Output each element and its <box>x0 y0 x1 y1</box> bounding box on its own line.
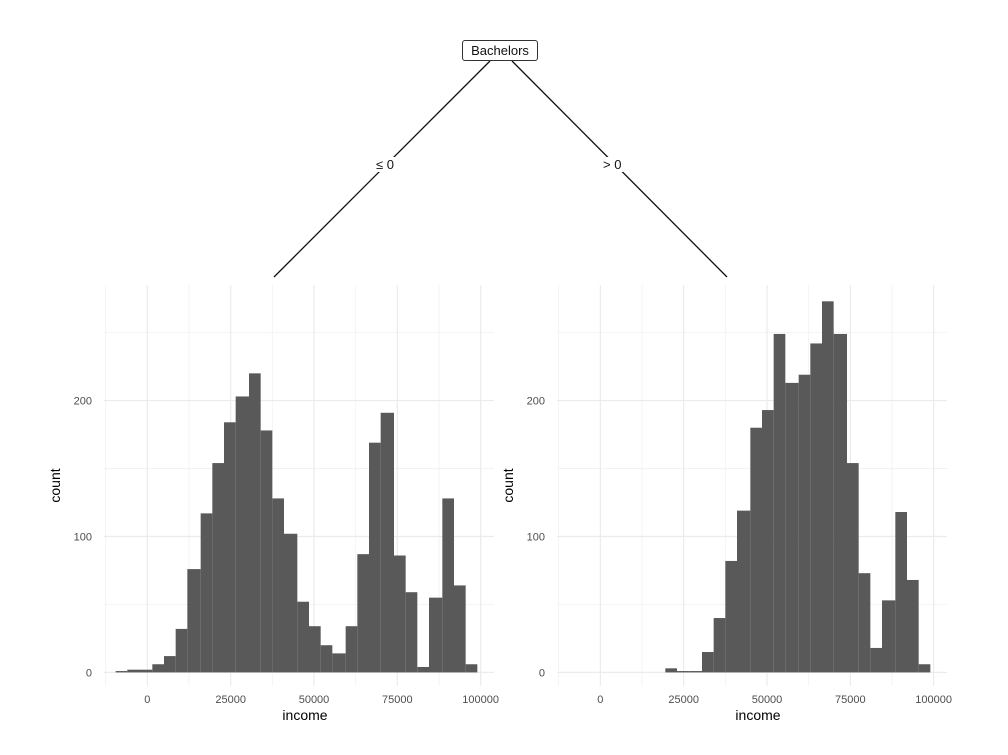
histogram-bar <box>260 430 273 673</box>
histogram-bar <box>200 513 213 673</box>
tree-edge-label-left: ≤ 0 <box>374 157 396 172</box>
x-axis-title: income <box>282 707 327 723</box>
histogram-bar <box>725 560 737 673</box>
x-tick-label: 50000 <box>752 694 783 706</box>
histogram-bar <box>345 626 358 673</box>
histogram-bar <box>688 671 702 673</box>
histogram-bar <box>235 396 249 673</box>
histogram-bar <box>417 666 429 673</box>
x-tick-label: 50000 <box>299 694 330 706</box>
histogram-bar <box>858 573 871 673</box>
histogram-bar <box>332 653 346 673</box>
x-tick-label: 0 <box>144 694 150 706</box>
histogram-bar <box>833 333 847 673</box>
histogram-bar <box>139 669 153 673</box>
histogram-bar <box>798 374 811 673</box>
x-tick-label: 75000 <box>382 694 413 706</box>
histogram-bar <box>907 579 919 673</box>
histogram-bar <box>272 498 284 673</box>
histogram-bar <box>309 626 321 673</box>
histogram-bar <box>895 512 907 673</box>
histogram-bar <box>702 652 714 673</box>
histogram-bar <box>187 569 201 673</box>
histogram-bar <box>870 647 882 673</box>
histogram-bar <box>405 592 418 673</box>
histogram-bar <box>677 671 689 673</box>
y-tick-label: 200 <box>527 396 545 408</box>
histogram-panel-left: 0 25000 50000 75000 100000 0 100 200 income count <box>47 285 499 723</box>
histogram-bar <box>224 422 236 673</box>
histogram-bar <box>442 498 454 673</box>
histogram-bar <box>249 373 261 673</box>
histogram-bar <box>810 343 822 673</box>
y-tick-label: 100 <box>74 531 92 543</box>
histogram-bar <box>320 645 333 673</box>
histogram-bar <box>297 601 309 673</box>
histogram-bar <box>918 664 931 673</box>
y-tick-label: 0 <box>86 667 92 679</box>
y-tick-label: 100 <box>527 531 545 543</box>
histogram-bar <box>380 412 394 673</box>
histogram-bar <box>750 427 762 673</box>
histogram-bar <box>369 442 381 673</box>
histogram-bar <box>127 669 139 673</box>
x-tick-label: 100000 <box>462 694 499 706</box>
histogram-bar <box>152 664 164 673</box>
histogram-bar <box>822 301 834 673</box>
y-tick-label: 200 <box>74 396 92 408</box>
histogram-panel-right: 0 25000 50000 75000 100000 0 100 200 income count <box>500 285 952 723</box>
histogram-bar <box>465 664 478 673</box>
y-axis-title: count <box>500 468 516 502</box>
histogram-bar <box>429 597 443 673</box>
histogram-bar <box>394 555 406 673</box>
x-tick-label: 25000 <box>215 694 246 706</box>
histogram-bar <box>713 618 726 673</box>
x-tick-label: 25000 <box>668 694 699 706</box>
tree-edge-label-right: > 0 <box>601 157 624 172</box>
histogram-bar <box>773 333 786 673</box>
histogram-bar <box>454 585 466 673</box>
tree-root-label: Bachelors <box>471 43 529 58</box>
y-axis-title: count <box>47 468 63 502</box>
histogram-bar <box>164 656 176 673</box>
histogram-bar <box>175 628 188 673</box>
x-tick-label: 100000 <box>915 694 952 706</box>
histogram-bar <box>665 668 677 673</box>
histogram-bar <box>882 600 896 673</box>
x-tick-label: 75000 <box>835 694 866 706</box>
x-tick-label: 0 <box>597 694 603 706</box>
x-axis-title: income <box>735 707 780 723</box>
histogram-bar <box>115 671 128 673</box>
tree-root-node: Bachelors <box>462 40 538 61</box>
histogram-bar <box>212 463 224 673</box>
y-tick-label: 0 <box>539 667 545 679</box>
histogram-bar <box>785 382 799 673</box>
histogram-bar <box>737 510 751 673</box>
histogram-bar <box>847 463 859 673</box>
histogram-bar <box>357 554 369 673</box>
histogram-bar <box>284 533 298 673</box>
histogram-bar <box>762 410 774 673</box>
